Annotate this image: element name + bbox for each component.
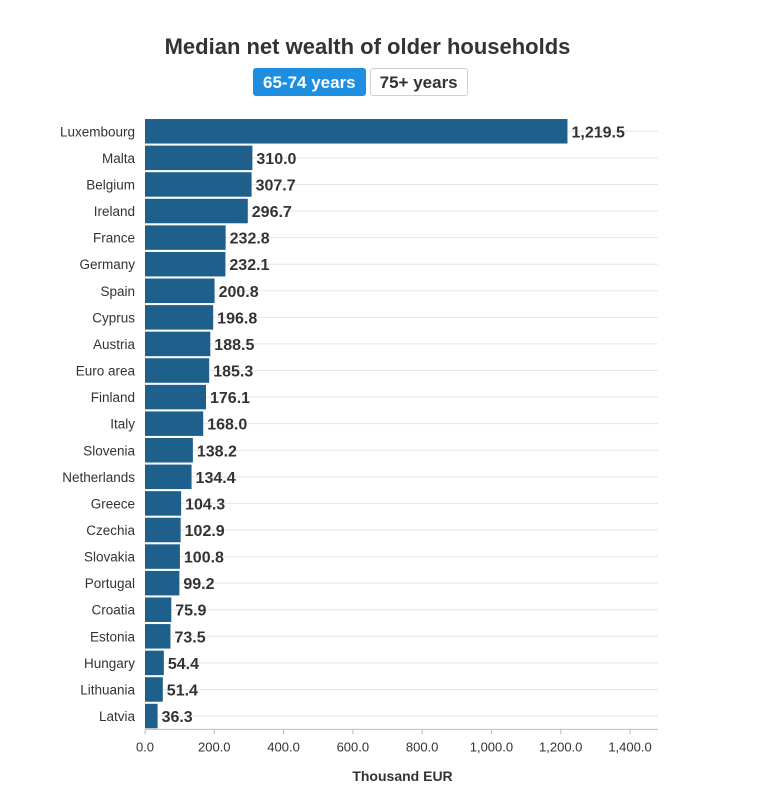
- category-label: Luxembourg: [60, 124, 135, 139]
- category-label: Netherlands: [62, 470, 135, 485]
- category-label: Lithuania: [80, 682, 135, 697]
- bar-16: [145, 544, 180, 569]
- x-tick-label: 800.0: [406, 739, 439, 754]
- value-label: 100.8: [184, 550, 224, 567]
- value-label: 51.4: [167, 682, 198, 699]
- value-label: 232.1: [229, 257, 269, 274]
- value-label: 188.5: [214, 337, 254, 354]
- category-label: Germany: [79, 257, 135, 272]
- x-tick-label: 1,400.0: [608, 739, 651, 754]
- bar-17: [145, 570, 180, 596]
- bar-0: [145, 119, 568, 144]
- bar-18: [145, 597, 172, 622]
- tab-75-plus-years[interactable]: 75+ years: [369, 68, 468, 96]
- category-label: Greece: [91, 496, 135, 511]
- x-tick-label: 1,200.0: [539, 739, 582, 754]
- bar-10: [145, 384, 207, 410]
- bar-9: [145, 358, 210, 383]
- value-label: 307.7: [256, 177, 296, 194]
- category-label: France: [93, 231, 135, 246]
- bar-11: [145, 411, 204, 436]
- category-label: Slovakia: [84, 550, 136, 565]
- bar-22: [145, 703, 158, 729]
- category-label: Euro area: [76, 364, 136, 379]
- value-label: 232.8: [230, 231, 270, 248]
- value-label: 185.3: [213, 364, 253, 381]
- category-label: Belgium: [86, 177, 135, 192]
- category-label: Estonia: [90, 629, 136, 644]
- value-label: 36.3: [162, 709, 193, 726]
- value-label: 168.0: [207, 417, 247, 434]
- bar-19: [145, 624, 171, 649]
- category-label: Slovenia: [83, 443, 135, 458]
- category-label: Malta: [102, 151, 136, 166]
- chart-title: Median net wealth of older households: [164, 34, 571, 59]
- category-label: Austria: [93, 337, 136, 352]
- tab-65-74-years[interactable]: 65-74 years: [253, 68, 366, 96]
- bar-13: [145, 464, 192, 490]
- category-label: Portugal: [85, 576, 135, 591]
- value-label: 104.3: [185, 496, 225, 513]
- bar-4: [145, 225, 226, 250]
- category-label: Czechia: [86, 523, 135, 538]
- bar-15: [145, 517, 181, 543]
- value-label: 134.4: [196, 470, 236, 487]
- value-label: 102.9: [185, 523, 225, 540]
- x-tick-label: 0.0: [136, 739, 154, 754]
- value-label: 296.7: [252, 204, 292, 221]
- x-tick-label: 1,000.0: [470, 739, 513, 754]
- category-label: Ireland: [94, 204, 135, 219]
- category-label: Hungary: [84, 656, 135, 671]
- value-label: 138.2: [197, 443, 237, 460]
- category-label: Finland: [91, 390, 135, 405]
- category-label: Italy: [110, 417, 135, 432]
- bar-21: [145, 677, 163, 702]
- age-group-tabs: 65-74 years 75+ years: [253, 68, 468, 96]
- value-label: 176.1: [210, 390, 250, 407]
- value-label: 196.8: [217, 310, 257, 327]
- bar-12: [145, 438, 193, 463]
- bar-2: [145, 172, 252, 197]
- bar-1: [145, 145, 253, 171]
- x-axis-label: Thousand EUR: [352, 768, 453, 784]
- category-label: Latvia: [99, 709, 136, 724]
- bar-5: [145, 251, 226, 277]
- bar-3: [145, 198, 248, 224]
- category-label: Spain: [100, 284, 135, 299]
- bar-20: [145, 650, 164, 676]
- value-label: 310.0: [256, 151, 296, 168]
- value-label: 99.2: [183, 576, 214, 593]
- value-label: 54.4: [168, 656, 199, 673]
- value-label: 75.9: [175, 603, 206, 620]
- category-label: Cyprus: [92, 310, 135, 325]
- x-tick-label: 400.0: [267, 739, 300, 754]
- category-label: Croatia: [91, 603, 135, 618]
- value-label: 73.5: [174, 629, 205, 646]
- bar-8: [145, 331, 211, 357]
- x-tick-label: 200.0: [198, 739, 231, 754]
- value-label: 1,219.5: [571, 124, 624, 141]
- x-tick-label: 600.0: [337, 739, 370, 754]
- bar-7: [145, 305, 214, 330]
- bar-14: [145, 491, 182, 516]
- bar-6: [145, 278, 215, 304]
- value-label: 200.8: [219, 284, 259, 301]
